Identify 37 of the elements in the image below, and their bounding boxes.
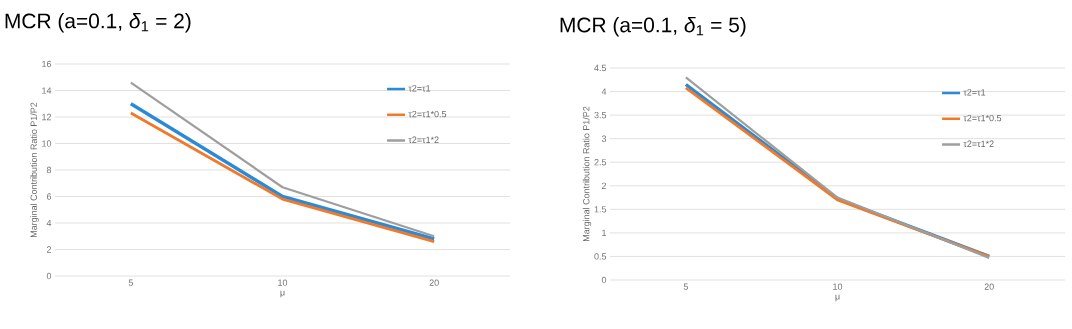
x-axis-title: μ — [835, 294, 840, 302]
y-tick-label: 2 — [601, 182, 607, 189]
y-tick-label: 2 — [46, 246, 52, 253]
y-tick-label: 14 — [42, 87, 52, 94]
chart-title: MCR (a=0.1, δ$_{1}$ = 5) — [560, 17, 746, 37]
x-tick-label: 10 — [278, 279, 288, 286]
y-tick-label: 4 — [46, 219, 52, 227]
y-tick-label: 3 — [601, 135, 607, 142]
legend-label: τ2=τ1*2 — [963, 140, 994, 147]
y-tick-label: 12 — [42, 113, 52, 121]
y-tick-label: 3.5 — [594, 111, 607, 119]
y-tick-label: 0 — [46, 272, 52, 280]
y-axis-title: Marginal Contribution Ratio P1/P2 — [30, 102, 39, 238]
y-tick-label: 4.5 — [594, 64, 607, 72]
y-tick-label: 8 — [46, 166, 52, 174]
legend-label: τ2=τ1 — [963, 89, 986, 96]
x-tick-label: 20 — [429, 279, 439, 286]
y-tick-label: 4 — [601, 88, 607, 95]
x-axis-title: μ — [280, 290, 285, 298]
legend-label: τ2=τ1*0.5 — [963, 114, 1002, 122]
chart-title: MCR (a=0.1, δ$_{1}$ = 2) — [5, 13, 191, 33]
legend-label: τ2=τ1*2 — [408, 136, 439, 143]
y-tick-label: 1.5 — [594, 206, 607, 213]
y-tick-label: 16 — [42, 60, 52, 68]
y-tick-label: 1 — [602, 229, 607, 236]
y-axis-title: Marginal Contribution Ratio P1/P2 — [582, 106, 592, 242]
x-tick-label: 5 — [683, 283, 688, 290]
legend-label: τ2=τ1 — [408, 85, 431, 92]
legend-label: τ2=τ1*0.5 — [408, 110, 447, 118]
y-tick-label: 10 — [42, 140, 52, 147]
x-tick-label: 20 — [984, 283, 994, 290]
y-tick-label: 0.5 — [594, 253, 607, 260]
y-tick-label: 0 — [601, 276, 607, 284]
y-tick-label: 2.5 — [594, 159, 607, 166]
x-tick-label: 10 — [833, 283, 843, 290]
y-tick-label: 6 — [46, 193, 52, 200]
x-tick-label: 5 — [128, 279, 133, 286]
